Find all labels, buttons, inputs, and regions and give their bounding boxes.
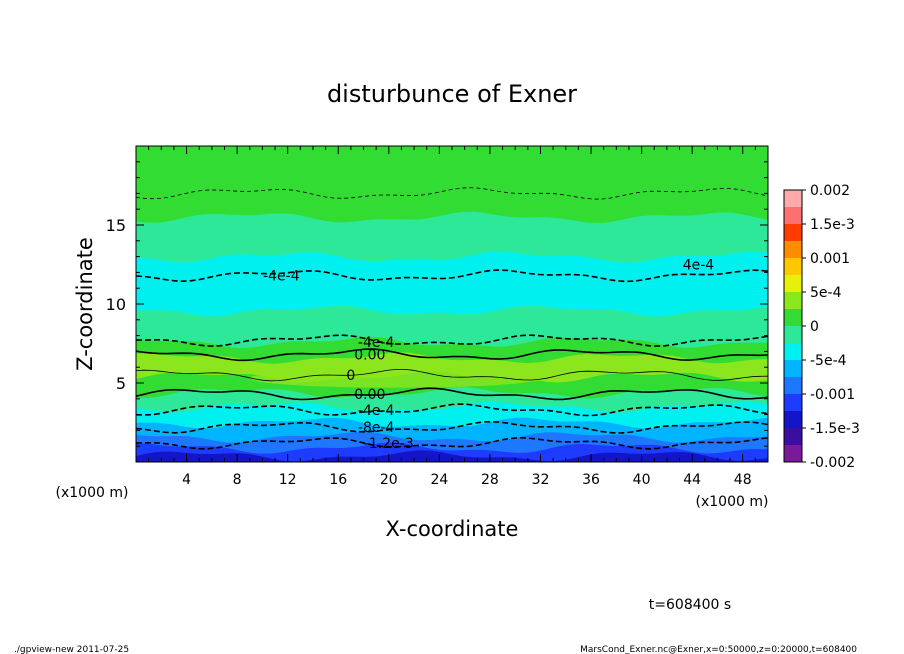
colorbar-bin: [784, 360, 802, 377]
program-label: ./gpview-new 2011-07-25: [14, 645, 129, 654]
contour-line: [136, 436, 768, 450]
colorbar-bin: [784, 224, 802, 241]
source-label: MarsCond_Exner.nc@Exner,x=0:50000,z=0:20…: [580, 645, 857, 654]
colorbar-label: 1.5e-3: [810, 217, 855, 233]
x-tick-label: 36: [582, 472, 600, 488]
colorbar-bin: [784, 377, 802, 394]
x-unit-label-right: (x1000 m): [696, 494, 769, 510]
color-band: [136, 211, 768, 263]
contour-line: [136, 187, 768, 200]
colorbar-labels: 0.002 1.5e-3 0.001 5e-4 0 -5e-4 -0.001 -1.5e-3 -…: [802, 183, 860, 471]
y-tick-label: 15: [106, 216, 126, 235]
contour-line: [136, 420, 768, 434]
x-tick-label: 4: [182, 472, 191, 488]
y-axis-ticks: 5 10 15: [106, 145, 768, 463]
contour-line: [136, 403, 768, 417]
contour-label: -1.2e-3: [364, 436, 414, 452]
x-tick-label: 8: [233, 472, 242, 488]
x-tick-label: 12: [279, 472, 297, 488]
colorbar-bin: [784, 445, 802, 462]
contour-line: [136, 334, 768, 347]
x-tick-label: 44: [683, 472, 701, 488]
colorbar-bin: [784, 190, 802, 207]
plot-area: -4e-44e-4-4e-40.0000.00-4e-4-8e-4-1.2e-3: [136, 146, 768, 462]
x-tick-label: 20: [380, 472, 398, 488]
x-axis-label: X-coordinate: [386, 517, 519, 541]
contour-labels: -4e-44e-4-4e-40.0000.00-4e-4-8e-4-1.2e-3: [263, 258, 714, 453]
x-tick-label: 24: [430, 472, 448, 488]
warm-patch: [249, 368, 541, 388]
x-tick-label: 40: [633, 472, 651, 488]
chart-title: disturbunce of Exner: [327, 80, 577, 108]
colorbar-bin: [784, 343, 802, 360]
color-band: [136, 250, 768, 317]
x-tick-label: 16: [329, 472, 347, 488]
contour-label: 0.00: [354, 387, 385, 403]
x-axis-ticks: 4 8 12 16 20 24 28 32 36 40 44 48: [135, 146, 769, 488]
contour-label: -8e-4: [358, 420, 395, 436]
contour-line: [136, 387, 768, 401]
x-tick-label: 28: [481, 472, 499, 488]
colorbar-label: -5e-4: [810, 353, 847, 369]
x-tick-label: 48: [734, 472, 752, 488]
contour-lines: [136, 187, 768, 450]
y-axis-label: Z-coordinate: [73, 237, 97, 371]
colorbar-bin: [784, 292, 802, 309]
color-bands: [136, 146, 768, 462]
colorbar-label: -0.001: [810, 387, 855, 403]
colorbar-bin: [784, 411, 802, 428]
colorbar-label: -1.5e-3: [810, 421, 860, 437]
colorbar: [783, 189, 803, 463]
colorbar-label: 5e-4: [810, 285, 842, 301]
colorbar-bin: [784, 394, 802, 411]
colorbar-bin: [784, 207, 802, 224]
colorbar-bin: [784, 326, 802, 343]
contour-line: [136, 369, 768, 382]
contour-label: 0.00: [354, 348, 385, 364]
colorbar-bin: [784, 241, 802, 258]
contour-label: -4e-4: [358, 403, 395, 419]
colorbar-bin: [784, 309, 802, 326]
time-label: t=608400 s: [649, 597, 731, 613]
colorbar-label: 0.002: [810, 183, 850, 199]
x-tick-label: 32: [532, 472, 550, 488]
color-band: [136, 146, 768, 224]
colorbar-bin: [784, 258, 802, 275]
contour-label: -4e-4: [358, 335, 395, 351]
colorbar-bin: [784, 275, 802, 292]
colorbar-label: 0: [810, 319, 819, 335]
contour-label: -4e-4: [263, 269, 300, 285]
x-unit-label-left: (x1000 m): [56, 485, 129, 501]
contour-line: [136, 348, 768, 362]
contour-label: 0: [346, 368, 355, 384]
colorbar-label: -0.002: [810, 455, 855, 471]
anomaly-patches: [249, 368, 541, 388]
contour-line: [136, 269, 768, 283]
y-tick-label: 10: [106, 295, 126, 314]
colorbar-bin: [784, 428, 802, 445]
colorbar-label: 0.001: [810, 251, 850, 267]
contour-label: 4e-4: [683, 258, 715, 274]
y-tick-label: 5: [116, 374, 126, 393]
